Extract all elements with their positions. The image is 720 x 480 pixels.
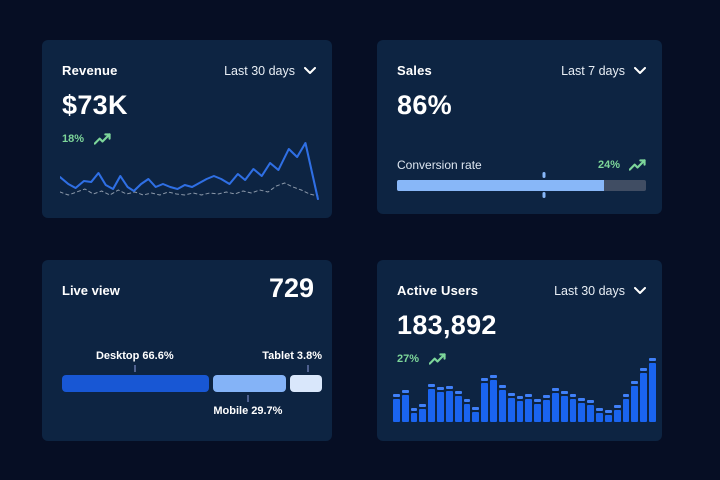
conversion-rate-row: Conversion rate 24% [397,158,646,172]
bar [463,399,471,422]
line-series-current-period [60,142,319,200]
active-users-value: 183,892 [397,310,497,340]
bar [525,394,533,422]
revenue-delta: 18% [62,133,111,145]
bar [516,396,524,422]
conversion-rate-delta: 24% [598,159,646,171]
bar [393,394,400,422]
active-users-range-dropdown[interactable]: Last 30 days [554,284,646,298]
chevron-down-icon [634,287,646,294]
bar [613,405,621,422]
revenue-card-header: Revenue Last 30 days [62,63,316,78]
device-segment-mobile [213,375,287,392]
active-users-card: Active Users Last 30 days 183,892 27% [377,260,662,441]
device-tick-mobile [246,395,249,402]
bar [445,386,453,422]
revenue-line-chart-svg [60,142,319,200]
bar [551,388,559,422]
trending-up-icon [629,159,646,171]
device-segment-tablet [290,375,323,392]
progress-marker-bottom [542,192,546,198]
device-label-desktop: Desktop 66.6% [95,350,174,362]
bar [401,390,409,422]
active-users-card-title: Active Users [397,283,479,298]
sales-value: 86% [397,90,452,120]
line-series-previous-period [60,182,319,197]
live-view-card: Live view 729 Desktop 66.6% Mobile 29.7% T… [42,260,332,441]
bar [649,358,656,422]
bar [640,368,648,422]
revenue-line-chart [60,139,320,205]
sales-card-title: Sales [397,63,432,78]
bar [622,394,630,422]
device-label-mobile: Mobile 29.7% [213,405,283,417]
active-users-delta-pct: 27% [397,353,420,365]
bar [428,384,436,422]
trending-up-icon [429,353,446,365]
bar [569,394,577,422]
sales-range-dropdown[interactable]: Last 7 days [561,64,646,78]
conversion-progress [397,171,646,199]
active-users-bar-chart [393,358,656,422]
revenue-delta-pct: 18% [62,133,85,145]
device-share-chart: Desktop 66.6% Mobile 29.7% Tablet 3.8% [62,350,323,430]
bar [454,391,462,422]
revenue-range-label: Last 30 days [224,63,295,78]
live-view-title: Live view [62,283,120,298]
conversion-delta-pct: 24% [597,159,620,171]
progress-fill [397,180,604,191]
bar [481,378,489,422]
bar [498,385,506,422]
conversion-rate-label: Conversion rate [397,158,482,172]
device-segment-desktop [62,375,210,392]
revenue-value: $73K [62,90,128,120]
device-tick-tablet [306,365,309,372]
trending-up-icon [94,133,111,145]
active-users-card-header: Active Users Last 30 days [397,283,646,298]
active-users-delta: 27% [397,353,446,365]
revenue-card: Revenue Last 30 days $73K 18% [42,40,332,218]
bar [578,398,586,422]
sales-card-header: Sales Last 7 days [397,63,646,78]
bar [560,391,568,422]
device-label-tablet: Tablet 3.8% [262,350,322,362]
device-tick-desktop [133,365,136,372]
device-share-bar [62,375,323,392]
bar [587,400,595,422]
active-users-range-label: Last 30 days [554,283,625,298]
chevron-down-icon [634,67,646,74]
bar [604,410,612,422]
bar [490,375,497,422]
bar [543,395,550,422]
bar [472,407,480,422]
bar [507,393,515,422]
sales-range-label: Last 7 days [561,63,625,78]
progress-marker-top [542,172,546,178]
chevron-down-icon [304,67,316,74]
bar [419,404,427,422]
bar [410,408,418,422]
bar [534,399,542,422]
bar [631,381,639,422]
revenue-card-title: Revenue [62,63,118,78]
progress-track [397,180,646,191]
revenue-range-dropdown[interactable]: Last 30 days [224,64,316,78]
live-view-count: 729 [268,273,314,303]
sales-card: Sales Last 7 days 86% Conversion rate 24… [377,40,662,214]
bar [596,408,603,422]
bar [437,387,444,422]
